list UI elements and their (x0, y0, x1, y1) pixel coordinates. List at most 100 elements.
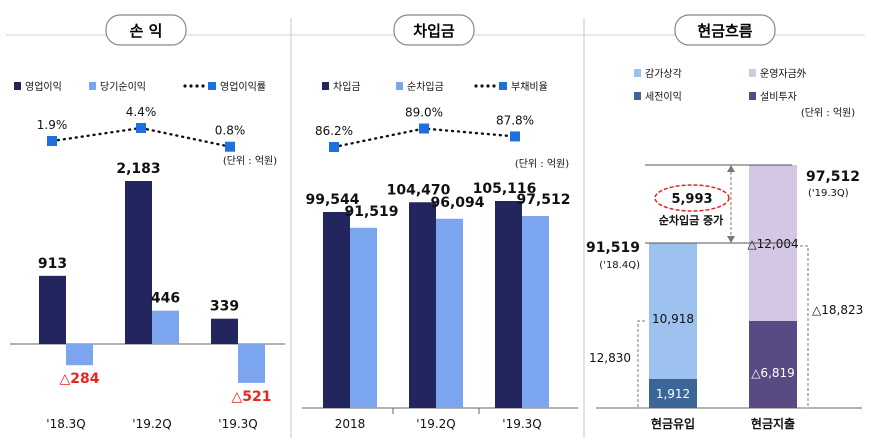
segment-label-working-capital: △12,004 (747, 237, 798, 251)
bar-operating-profit-0 (39, 275, 66, 344)
cashflow-chart: 감가상각 운영자금外 세전이익 설비투자 (단위 : 억원) 10,918 1,912 91,… (586, 68, 863, 431)
legend-label-net-income: 당기순이익 (100, 81, 146, 93)
period-label-inflow: ('18.4Q) (599, 260, 640, 271)
bar-label-operating-profit-2: 339 (210, 299, 239, 315)
bar-operating-profit-1 (125, 181, 152, 344)
bar-label-net-borrowings-1: 96,094 (430, 195, 484, 211)
line-label-debt-ratio-1: 89.0% (405, 106, 443, 120)
x-tick-label-1: 현금지출 (751, 416, 795, 431)
legend-label-working-capital: 운영자금外 (760, 68, 807, 80)
panel-title-cashflow: 현금흐름 (674, 14, 776, 46)
legend-dot (183, 84, 187, 88)
bar-net-borrowings-2 (522, 215, 549, 408)
legend-label-debt-ratio: 부채비율 (511, 81, 548, 93)
difference-arrow-tail (727, 236, 735, 243)
x-tick-label-0: 2018 (335, 417, 366, 431)
bar-label-borrowings-2: 105,116 (473, 181, 537, 197)
bracket-outflow (800, 245, 809, 409)
panel-title-profit: 손 익 (105, 14, 187, 46)
bar-net-income-2 (238, 344, 265, 383)
bracket-inflow (637, 320, 645, 409)
difference-arrow-head (727, 165, 735, 172)
marker-operating-margin-2 (225, 141, 235, 152)
legend-swatch-operating-profit (14, 82, 21, 90)
legend-swatch-net-income (89, 82, 96, 90)
legend-swatch-pretax-income (634, 92, 641, 100)
bar-net-borrowings-1 (436, 218, 463, 408)
bar-label-operating-profit-0: 913 (38, 256, 67, 272)
period-label-outflow: ('19.3Q) (808, 188, 849, 199)
x-tick-label-2: '19.3Q (218, 417, 257, 431)
legend-label-capex: 설비투자 (760, 91, 797, 103)
legend-label-depreciation: 감가상각 (645, 68, 682, 80)
unit-label: (단위 : 억원) (801, 106, 855, 119)
marker-operating-margin-1 (136, 123, 146, 133)
bar-net-borrowings-0 (350, 227, 377, 408)
legend-marker-operating-margin (208, 82, 216, 90)
legend-dot (474, 84, 478, 88)
bracket-label-inflow: 12,830 (589, 351, 631, 365)
bar-label-net-income-2: △521 (232, 389, 272, 405)
panel-title-cashflow-text: 현금흐름 (697, 22, 752, 40)
legend-dot (480, 84, 484, 88)
total-label-inflow: 91,519 (586, 240, 640, 256)
legend-label-pretax-income: 세전이익 (645, 91, 682, 103)
legend-swatch-depreciation (634, 69, 641, 77)
legend-swatch-working-capital (749, 69, 756, 77)
panel-title-debt-text: 차입금 (413, 22, 455, 40)
legend-label-net-borrowings: 순차입금 (407, 80, 444, 93)
bar-inflow-pretax-income (649, 379, 697, 408)
total-label-outflow: 97,512 (806, 169, 860, 185)
bar-label-borrowings-1: 104,470 (387, 182, 451, 198)
segment-label-depreciation: 10,918 (652, 312, 694, 326)
bar-operating-profit-2 (211, 318, 238, 344)
line-label-debt-ratio-2: 87.8% (496, 113, 534, 127)
x-tick-label-1: '19.2Q (132, 417, 171, 431)
unit-label: (단위 : 억원) (515, 157, 569, 170)
bar-label-net-borrowings-2: 97,512 (516, 192, 570, 208)
legend-dot (195, 84, 199, 88)
bar-label-net-income-0: △284 (60, 371, 100, 387)
x-tick-label-0: '18.3Q (46, 417, 85, 431)
unit-label: (단위 : 억원) (223, 154, 277, 167)
legend-marker-debt-ratio (499, 82, 507, 90)
line-label-operating-margin-0: 1.9% (37, 118, 68, 132)
marker-debt-ratio-2 (510, 131, 520, 142)
legend-swatch-capex (749, 92, 756, 100)
legend-swatch-net-borrowings (396, 82, 403, 90)
panel-title-debt: 차입금 (393, 14, 475, 46)
x-tick-label-1: '19.2Q (416, 417, 455, 431)
profit-chart: 영업이익 당기순이익 영업이익률 913 △284 '18.3Q 2,183 446 '19.2… (10, 80, 285, 431)
line-label-operating-margin-1: 4.4% (126, 105, 157, 119)
callout-text: 순차입금 증가 (659, 213, 724, 227)
bar-borrowings-1 (409, 202, 436, 408)
bar-net-income-1 (152, 310, 179, 344)
line-label-debt-ratio-0: 86.2% (315, 124, 353, 138)
bar-label-net-income-1: 446 (151, 291, 180, 307)
line-label-operating-margin-2: 0.8% (215, 124, 246, 138)
panel-title-profit-text: 손 익 (130, 22, 163, 40)
marker-debt-ratio-0 (329, 142, 339, 152)
bar-outflow-capex (749, 321, 797, 408)
bar-borrowings-0 (323, 211, 350, 408)
x-tick-label-2: '19.3Q (502, 417, 541, 431)
callout-ellipse (654, 184, 730, 212)
legend-dot (486, 84, 490, 88)
bar-borrowings-2 (495, 201, 522, 408)
marker-debt-ratio-1 (419, 123, 429, 134)
bar-inflow-depreciation (649, 243, 697, 379)
legend-dot (492, 84, 496, 88)
legend-label-borrowings: 차입금 (333, 80, 361, 93)
bar-net-income-0 (66, 344, 93, 366)
bracket-label-outflow: △18,823 (812, 303, 863, 317)
segment-label-pretax-income: 1,912 (656, 387, 690, 401)
bar-label-net-borrowings-0: 91,519 (344, 204, 398, 220)
bar-label-borrowings-0: 99,544 (305, 192, 359, 208)
callout-value: 5,993 (671, 192, 712, 207)
marker-operating-margin-0 (47, 136, 57, 146)
segment-label-capex: △6,819 (751, 366, 795, 380)
legend-dot (189, 84, 193, 88)
legend-label-operating-profit: 영업이익 (25, 80, 62, 93)
x-tick-label-0: 현금유입 (651, 416, 695, 431)
